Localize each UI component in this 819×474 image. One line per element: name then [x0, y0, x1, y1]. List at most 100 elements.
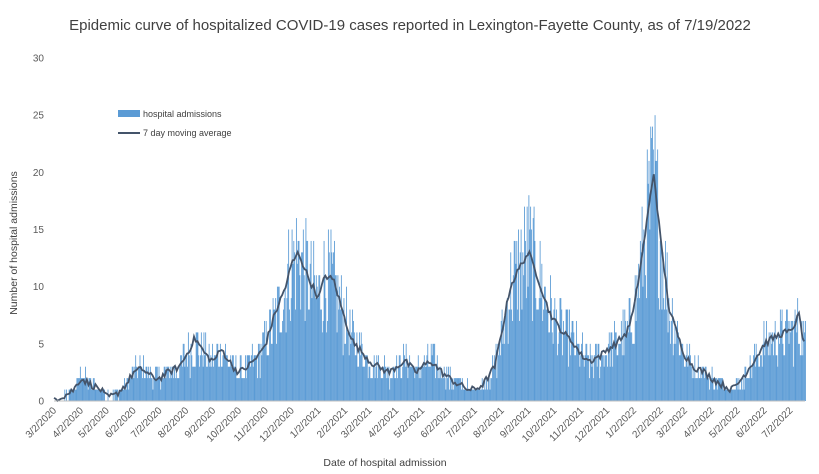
- admission-bar: [115, 389, 117, 401]
- admission-bar: [401, 378, 403, 401]
- admission-bar: [79, 366, 81, 401]
- admission-bar: [579, 366, 581, 401]
- admission-bar: [359, 355, 361, 401]
- admission-bar: [802, 355, 804, 401]
- admission-bar: [692, 366, 694, 401]
- admission-bar: [195, 332, 197, 401]
- admission-bar: [564, 332, 566, 401]
- admission-bar: [193, 366, 195, 401]
- admission-bar: [569, 355, 571, 401]
- admission-bar: [572, 320, 574, 401]
- admission-bar: [378, 366, 380, 401]
- admission-bar: [313, 240, 315, 401]
- admission-bar: [602, 355, 604, 401]
- admission-bar: [559, 298, 561, 401]
- admission-bar: [575, 355, 576, 401]
- admission-bar: [666, 252, 668, 401]
- admission-bar: [536, 309, 538, 401]
- admission-bar: [307, 240, 309, 401]
- admission-bar: [374, 378, 376, 401]
- admission-bar: [208, 343, 210, 401]
- admission-bar: [372, 366, 374, 401]
- admission-bar: [369, 366, 371, 401]
- admission-bar: [419, 366, 421, 401]
- admission-bar: [89, 378, 91, 401]
- admission-bar: [499, 343, 500, 401]
- admission-bar: [548, 332, 550, 401]
- admission-bar: [766, 320, 767, 401]
- admission-bar: [162, 378, 163, 401]
- admission-bar: [194, 366, 196, 401]
- admission-bar: [300, 309, 302, 401]
- admission-bar: [555, 320, 557, 401]
- admission-bar: [242, 378, 244, 401]
- admission-bar: [648, 160, 650, 401]
- admission-bar: [132, 366, 134, 401]
- admission-bar: [631, 332, 633, 401]
- admission-bar: [350, 343, 352, 401]
- admission-bar: [441, 378, 443, 401]
- admission-bar: [265, 320, 267, 401]
- admission-bar: [225, 343, 226, 401]
- admission-bar: [474, 389, 475, 401]
- admission-bar: [78, 378, 80, 401]
- admission-bar: [372, 378, 373, 401]
- admission-bar: [582, 355, 584, 401]
- admission-bar: [302, 229, 304, 401]
- admission-bar: [718, 378, 720, 401]
- admission-bar: [600, 366, 602, 401]
- admission-bar: [757, 355, 759, 401]
- admission-bar: [360, 332, 362, 401]
- admission-bar: [514, 240, 516, 401]
- admission-bar: [773, 355, 774, 401]
- admission-bar: [273, 309, 275, 401]
- admission-bar: [696, 378, 698, 401]
- admission-bar: [472, 389, 474, 401]
- admission-bar: [481, 378, 483, 401]
- admission-bar: [232, 355, 233, 401]
- admission-bar: [561, 309, 563, 401]
- admission-bar: [95, 389, 97, 401]
- admission-bar: [214, 355, 216, 401]
- admission-bar: [432, 343, 434, 401]
- admission-bar: [322, 320, 324, 401]
- admission-bar: [696, 378, 697, 401]
- admission-bar: [287, 263, 289, 401]
- admission-bar: [707, 378, 709, 401]
- admission-bar: [547, 309, 549, 401]
- admission-bar: [294, 252, 296, 401]
- admission-bar: [245, 378, 247, 401]
- admission-bar: [406, 366, 408, 401]
- admission-bar: [458, 378, 460, 401]
- admission-bar: [493, 355, 495, 401]
- moving-average-line: [53, 174, 805, 403]
- admission-bar: [492, 355, 494, 401]
- admission-bar: [73, 389, 75, 401]
- admission-bar: [180, 355, 182, 401]
- admission-bar: [749, 355, 751, 401]
- admission-bar: [687, 366, 689, 401]
- admission-bar: [479, 389, 481, 401]
- admission-bar: [328, 252, 330, 401]
- admission-bar: [628, 298, 630, 401]
- admission-bar: [768, 332, 770, 401]
- admission-bar: [658, 298, 659, 401]
- admission-bar: [191, 355, 193, 401]
- admission-bar: [698, 378, 700, 401]
- admission-bar: [576, 343, 578, 401]
- admission-bar: [283, 309, 284, 401]
- admission-bar: [395, 378, 397, 401]
- admission-bar: [738, 378, 740, 401]
- admission-bar: [685, 355, 687, 401]
- admission-bar: [645, 275, 646, 401]
- admission-bar: [259, 378, 261, 401]
- admission-bar: [688, 355, 690, 401]
- admission-bar: [394, 378, 396, 401]
- admission-bar: [659, 240, 661, 401]
- admission-bar: [633, 343, 634, 401]
- admission-bar: [145, 366, 147, 401]
- admission-bar: [730, 389, 732, 401]
- admission-bar: [204, 355, 206, 401]
- admission-bar: [482, 389, 484, 401]
